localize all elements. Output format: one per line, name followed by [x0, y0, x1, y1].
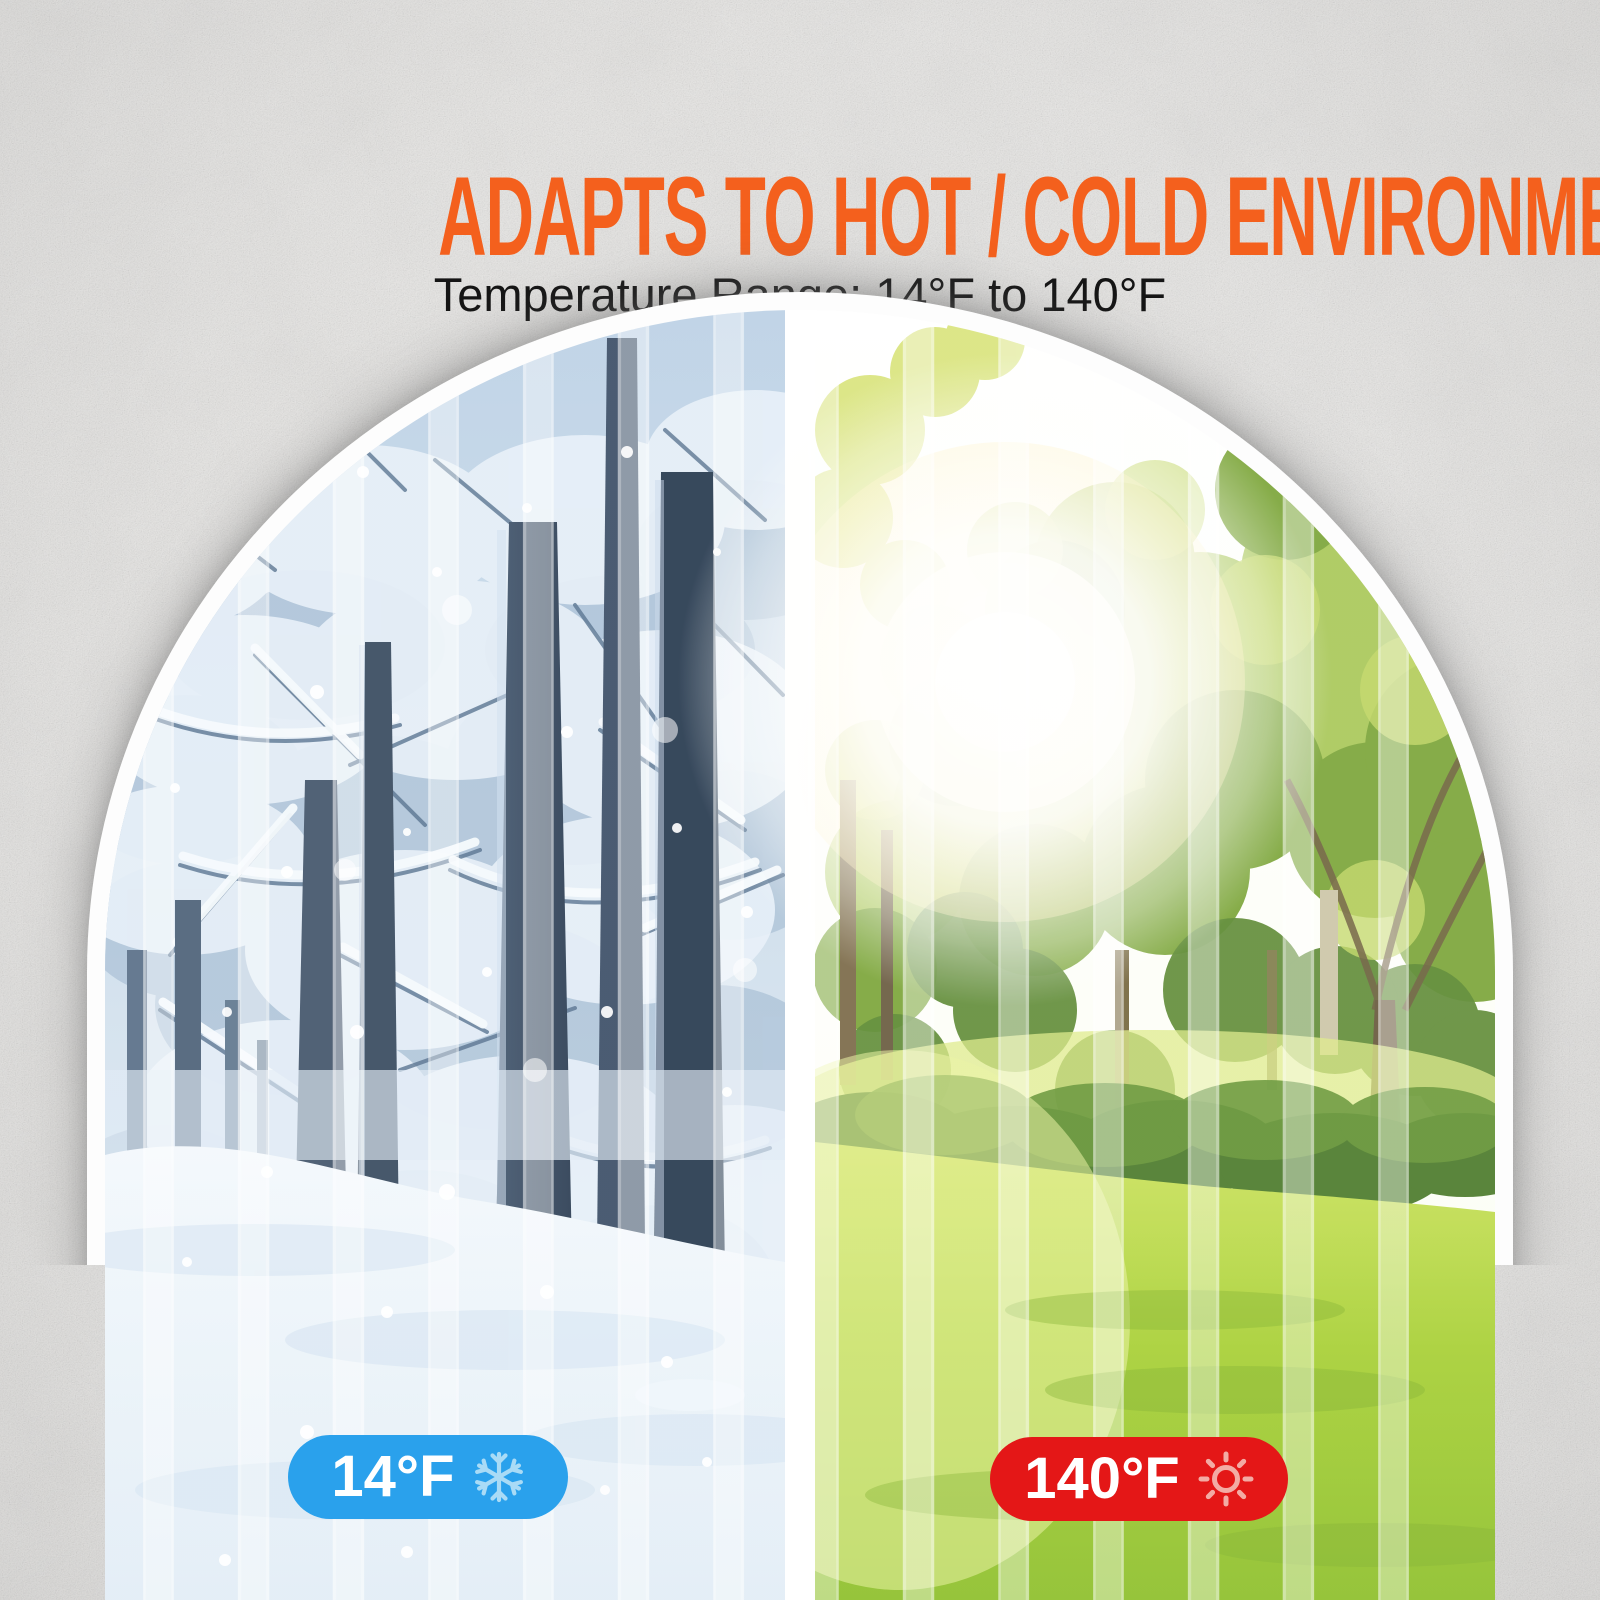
cold-temperature-badge: 14°F [288, 1435, 568, 1519]
page-title: ADAPTS TO HOT / COLD ENVIRONMENTS [0, 161, 1600, 273]
winter-scene [105, 310, 785, 1600]
cold-badge-label: 14°F [331, 1444, 455, 1509]
snowflake-icon [474, 1451, 523, 1503]
summer-scene [815, 310, 1495, 1600]
arch-window [105, 310, 1495, 1600]
hot-badge-label: 140°F [1024, 1446, 1180, 1511]
scene-divider [785, 310, 815, 1600]
page-title-text: ADAPTS TO HOT / COLD ENVIRONMENTS [438, 154, 1600, 280]
hot-temperature-badge: 140°F [990, 1437, 1288, 1521]
sun-icon [1198, 1451, 1254, 1507]
